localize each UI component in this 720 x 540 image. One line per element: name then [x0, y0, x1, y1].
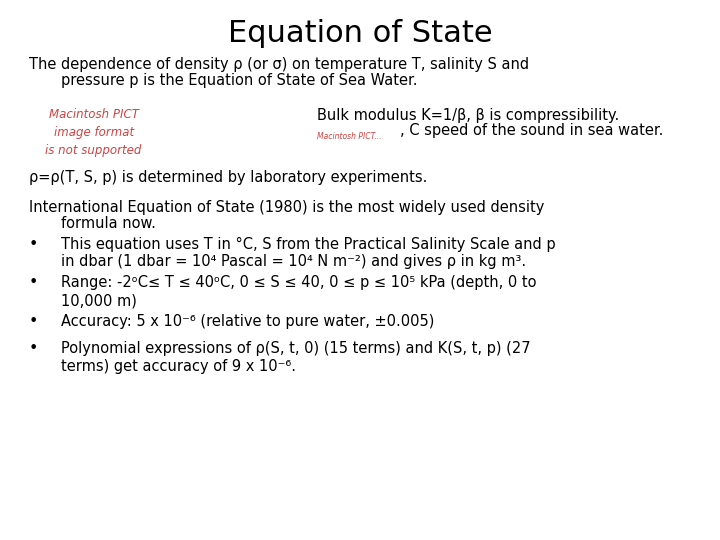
Text: •: •: [29, 341, 38, 356]
Text: 10,000 m): 10,000 m): [61, 293, 137, 308]
Text: The dependence of density ρ (or σ) on temperature T, salinity S and: The dependence of density ρ (or σ) on te…: [29, 57, 529, 72]
Text: in dbar (1 dbar = 10⁴ Pascal = 10⁴ N m⁻²) and gives ρ in kg m³.: in dbar (1 dbar = 10⁴ Pascal = 10⁴ N m⁻²…: [61, 254, 526, 269]
Text: terms) get accuracy of 9 x 10⁻⁶.: terms) get accuracy of 9 x 10⁻⁶.: [61, 359, 296, 374]
Text: •: •: [29, 275, 38, 291]
Text: Bulk modulus K=1/β, β is compressibility.: Bulk modulus K=1/β, β is compressibility…: [317, 108, 619, 123]
Text: This equation uses T in °C, S from the Practical Salinity Scale and p: This equation uses T in °C, S from the P…: [61, 237, 556, 252]
Text: ρ=ρ(T, S, p) is determined by laboratory experiments.: ρ=ρ(T, S, p) is determined by laboratory…: [29, 170, 427, 185]
Text: Accuracy: 5 x 10⁻⁶ (relative to pure water, ±0.005): Accuracy: 5 x 10⁻⁶ (relative to pure wat…: [61, 314, 435, 329]
Text: Equation of State: Equation of State: [228, 19, 492, 48]
Text: Polynomial expressions of ρ(S, t, 0) (15 terms) and K(S, t, p) (27: Polynomial expressions of ρ(S, t, 0) (15…: [61, 341, 531, 356]
Text: Macintosh PICT...: Macintosh PICT...: [317, 132, 382, 141]
Text: International Equation of State (1980) is the most widely used density: International Equation of State (1980) i…: [29, 200, 544, 215]
Text: •: •: [29, 314, 38, 329]
Text: formula now.: formula now.: [61, 216, 156, 231]
Text: pressure p is the Equation of State of Sea Water.: pressure p is the Equation of State of S…: [61, 73, 418, 88]
Text: Macintosh PICT
image format
is not supported: Macintosh PICT image format is not suppo…: [45, 108, 142, 157]
Text: •: •: [29, 237, 38, 252]
Text: Range: -2ᵒC≤ T ≤ 40ᵒC, 0 ≤ S ≤ 40, 0 ≤ p ≤ 10⁵ kPa (depth, 0 to: Range: -2ᵒC≤ T ≤ 40ᵒC, 0 ≤ S ≤ 40, 0 ≤ p…: [61, 275, 536, 291]
Text: , C speed of the sound in sea water.: , C speed of the sound in sea water.: [400, 123, 663, 138]
